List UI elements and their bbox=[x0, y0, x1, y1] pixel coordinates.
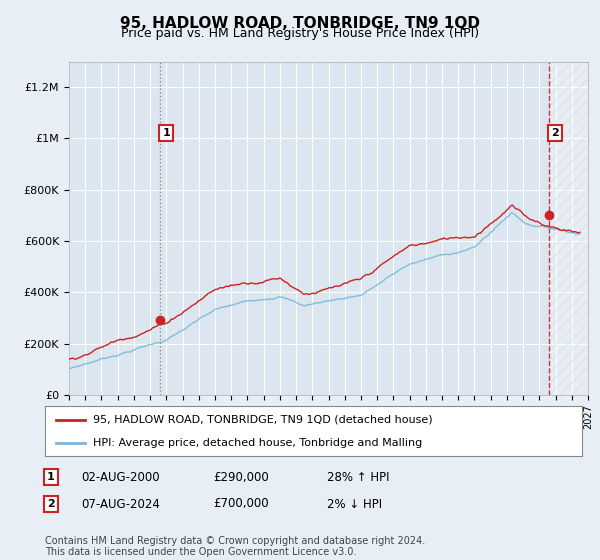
Text: 1: 1 bbox=[162, 128, 170, 138]
Text: 2% ↓ HPI: 2% ↓ HPI bbox=[327, 497, 382, 511]
Text: Contains HM Land Registry data © Crown copyright and database right 2024.
This d: Contains HM Land Registry data © Crown c… bbox=[45, 535, 425, 557]
Text: £290,000: £290,000 bbox=[213, 470, 269, 484]
Bar bbox=[549, 62, 588, 395]
Text: 07-AUG-2024: 07-AUG-2024 bbox=[81, 497, 160, 511]
Text: 95, HADLOW ROAD, TONBRIDGE, TN9 1QD (detached house): 95, HADLOW ROAD, TONBRIDGE, TN9 1QD (det… bbox=[94, 414, 433, 424]
Text: 1: 1 bbox=[47, 472, 55, 482]
Text: 2: 2 bbox=[47, 499, 55, 509]
Text: 2: 2 bbox=[551, 128, 559, 138]
Text: £700,000: £700,000 bbox=[213, 497, 269, 511]
Text: 95, HADLOW ROAD, TONBRIDGE, TN9 1QD: 95, HADLOW ROAD, TONBRIDGE, TN9 1QD bbox=[120, 16, 480, 31]
Text: 02-AUG-2000: 02-AUG-2000 bbox=[81, 470, 160, 484]
Text: Price paid vs. HM Land Registry's House Price Index (HPI): Price paid vs. HM Land Registry's House … bbox=[121, 27, 479, 40]
Text: 28% ↑ HPI: 28% ↑ HPI bbox=[327, 470, 389, 484]
Text: HPI: Average price, detached house, Tonbridge and Malling: HPI: Average price, detached house, Tonb… bbox=[94, 438, 422, 448]
